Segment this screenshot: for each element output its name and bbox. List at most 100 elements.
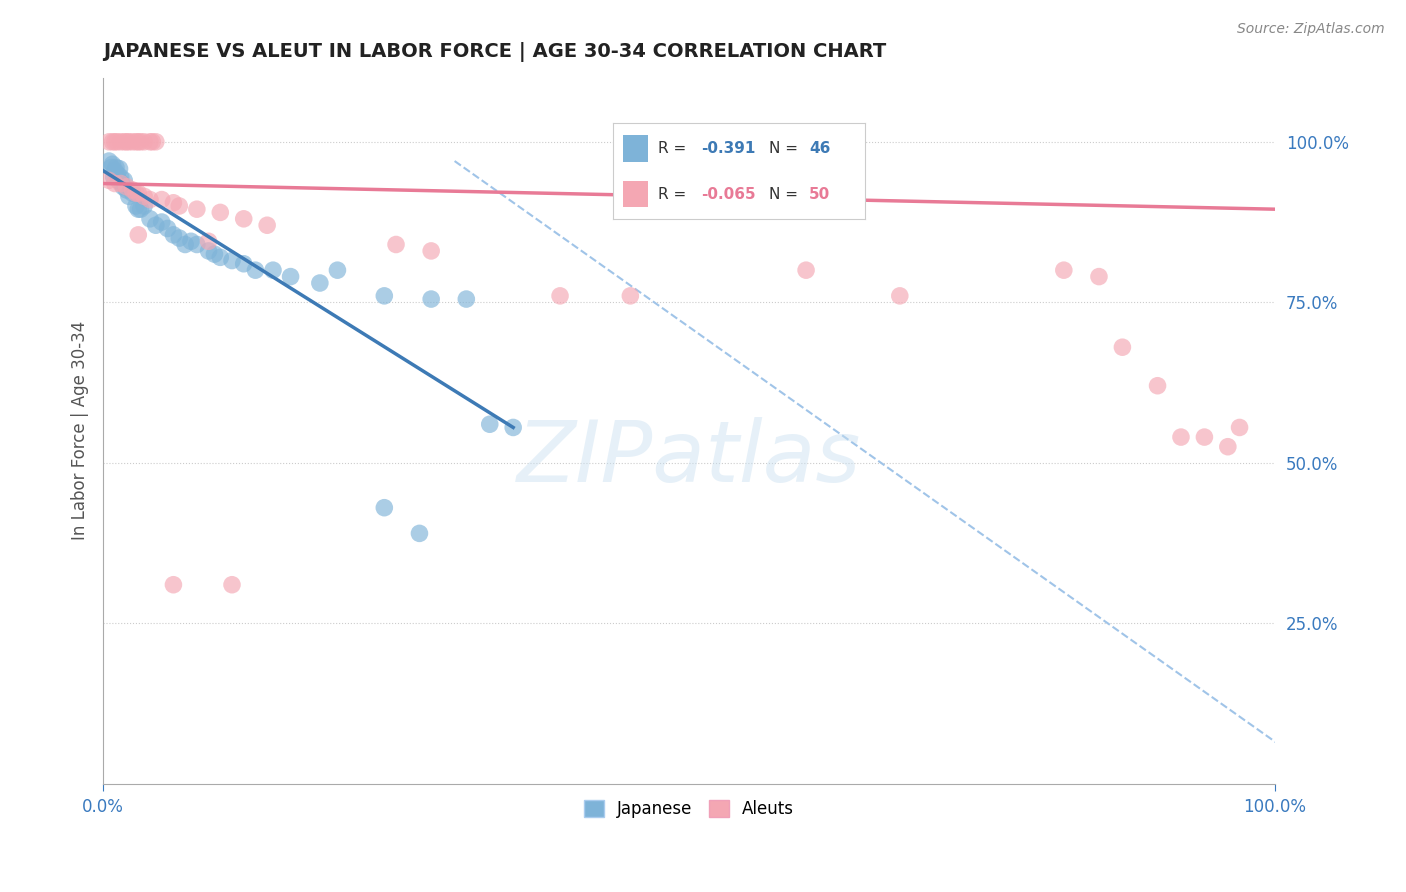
Point — [478, 417, 501, 432]
Legend: Japanese, Aleuts: Japanese, Aleuts — [576, 793, 801, 825]
Point — [186, 237, 208, 252]
Point — [108, 161, 131, 176]
Point — [245, 263, 267, 277]
Point — [221, 578, 243, 592]
Point — [107, 173, 129, 187]
Point — [104, 163, 127, 178]
Point — [502, 420, 524, 434]
Point — [125, 135, 148, 149]
Point — [127, 135, 149, 149]
Point — [221, 253, 243, 268]
Point — [619, 289, 641, 303]
Point — [134, 135, 156, 149]
Point — [186, 202, 208, 217]
Point — [112, 179, 135, 194]
Point — [408, 526, 430, 541]
Point — [309, 276, 332, 290]
Point — [127, 186, 149, 201]
Point — [162, 227, 184, 242]
Text: Source: ZipAtlas.com: Source: ZipAtlas.com — [1237, 22, 1385, 37]
Y-axis label: In Labor Force | Age 30-34: In Labor Force | Age 30-34 — [72, 321, 89, 541]
Point — [101, 157, 124, 171]
Point — [1146, 378, 1168, 392]
Point — [420, 244, 443, 258]
Point — [232, 211, 254, 226]
Point — [104, 177, 127, 191]
Point — [197, 244, 219, 258]
Point — [98, 173, 121, 187]
Point — [139, 211, 162, 226]
Point — [101, 135, 124, 149]
Text: JAPANESE VS ALEUT IN LABOR FORCE | AGE 30-34 CORRELATION CHART: JAPANESE VS ALEUT IN LABOR FORCE | AGE 3… — [103, 42, 886, 62]
Point — [145, 135, 167, 149]
Point — [373, 500, 395, 515]
Point — [115, 135, 138, 149]
Point — [156, 221, 179, 235]
Point — [373, 289, 395, 303]
Point — [105, 135, 128, 149]
Point — [326, 263, 349, 277]
Point — [1111, 340, 1133, 354]
Point — [139, 193, 162, 207]
Point — [1216, 440, 1239, 454]
Point — [204, 247, 226, 261]
Point — [1088, 269, 1111, 284]
Point — [118, 135, 141, 149]
Point — [98, 135, 121, 149]
Point — [118, 189, 141, 203]
Point — [280, 269, 302, 284]
Point — [110, 177, 132, 191]
Point — [110, 170, 132, 185]
Text: ZIPatlas: ZIPatlas — [517, 417, 860, 500]
Point — [112, 135, 135, 149]
Point — [232, 257, 254, 271]
Point — [105, 167, 128, 181]
Point — [548, 289, 571, 303]
Point — [420, 292, 443, 306]
Point — [127, 227, 149, 242]
Point — [889, 289, 911, 303]
Point — [197, 235, 219, 249]
Point — [1053, 263, 1076, 277]
Point — [385, 237, 408, 252]
Point — [129, 202, 152, 217]
Point — [1194, 430, 1216, 444]
Point — [110, 135, 132, 149]
Point — [209, 250, 232, 264]
Point — [115, 179, 138, 194]
Point — [127, 202, 149, 217]
Point — [209, 205, 232, 219]
Point — [174, 237, 197, 252]
Point — [121, 183, 143, 197]
Point — [180, 235, 202, 249]
Point — [129, 135, 152, 149]
Point — [105, 161, 128, 175]
Point — [794, 263, 817, 277]
Point — [134, 189, 156, 203]
Point — [103, 170, 125, 185]
Point — [256, 219, 278, 233]
Point — [169, 231, 191, 245]
Point — [121, 135, 143, 149]
Point — [150, 193, 173, 207]
Point — [100, 161, 122, 175]
Point — [456, 292, 478, 306]
Point — [145, 219, 167, 233]
Point — [150, 215, 173, 229]
Point — [121, 186, 143, 201]
Point — [115, 183, 138, 197]
Point — [112, 173, 135, 187]
Point — [125, 199, 148, 213]
Point — [111, 177, 134, 191]
Point — [1170, 430, 1192, 444]
Point — [104, 135, 127, 149]
Point — [162, 578, 184, 592]
Point — [98, 154, 121, 169]
Point — [1229, 420, 1251, 434]
Point — [139, 135, 162, 149]
Point — [262, 263, 284, 277]
Point — [169, 199, 191, 213]
Point — [141, 135, 163, 149]
Point — [125, 186, 148, 201]
Point — [134, 199, 156, 213]
